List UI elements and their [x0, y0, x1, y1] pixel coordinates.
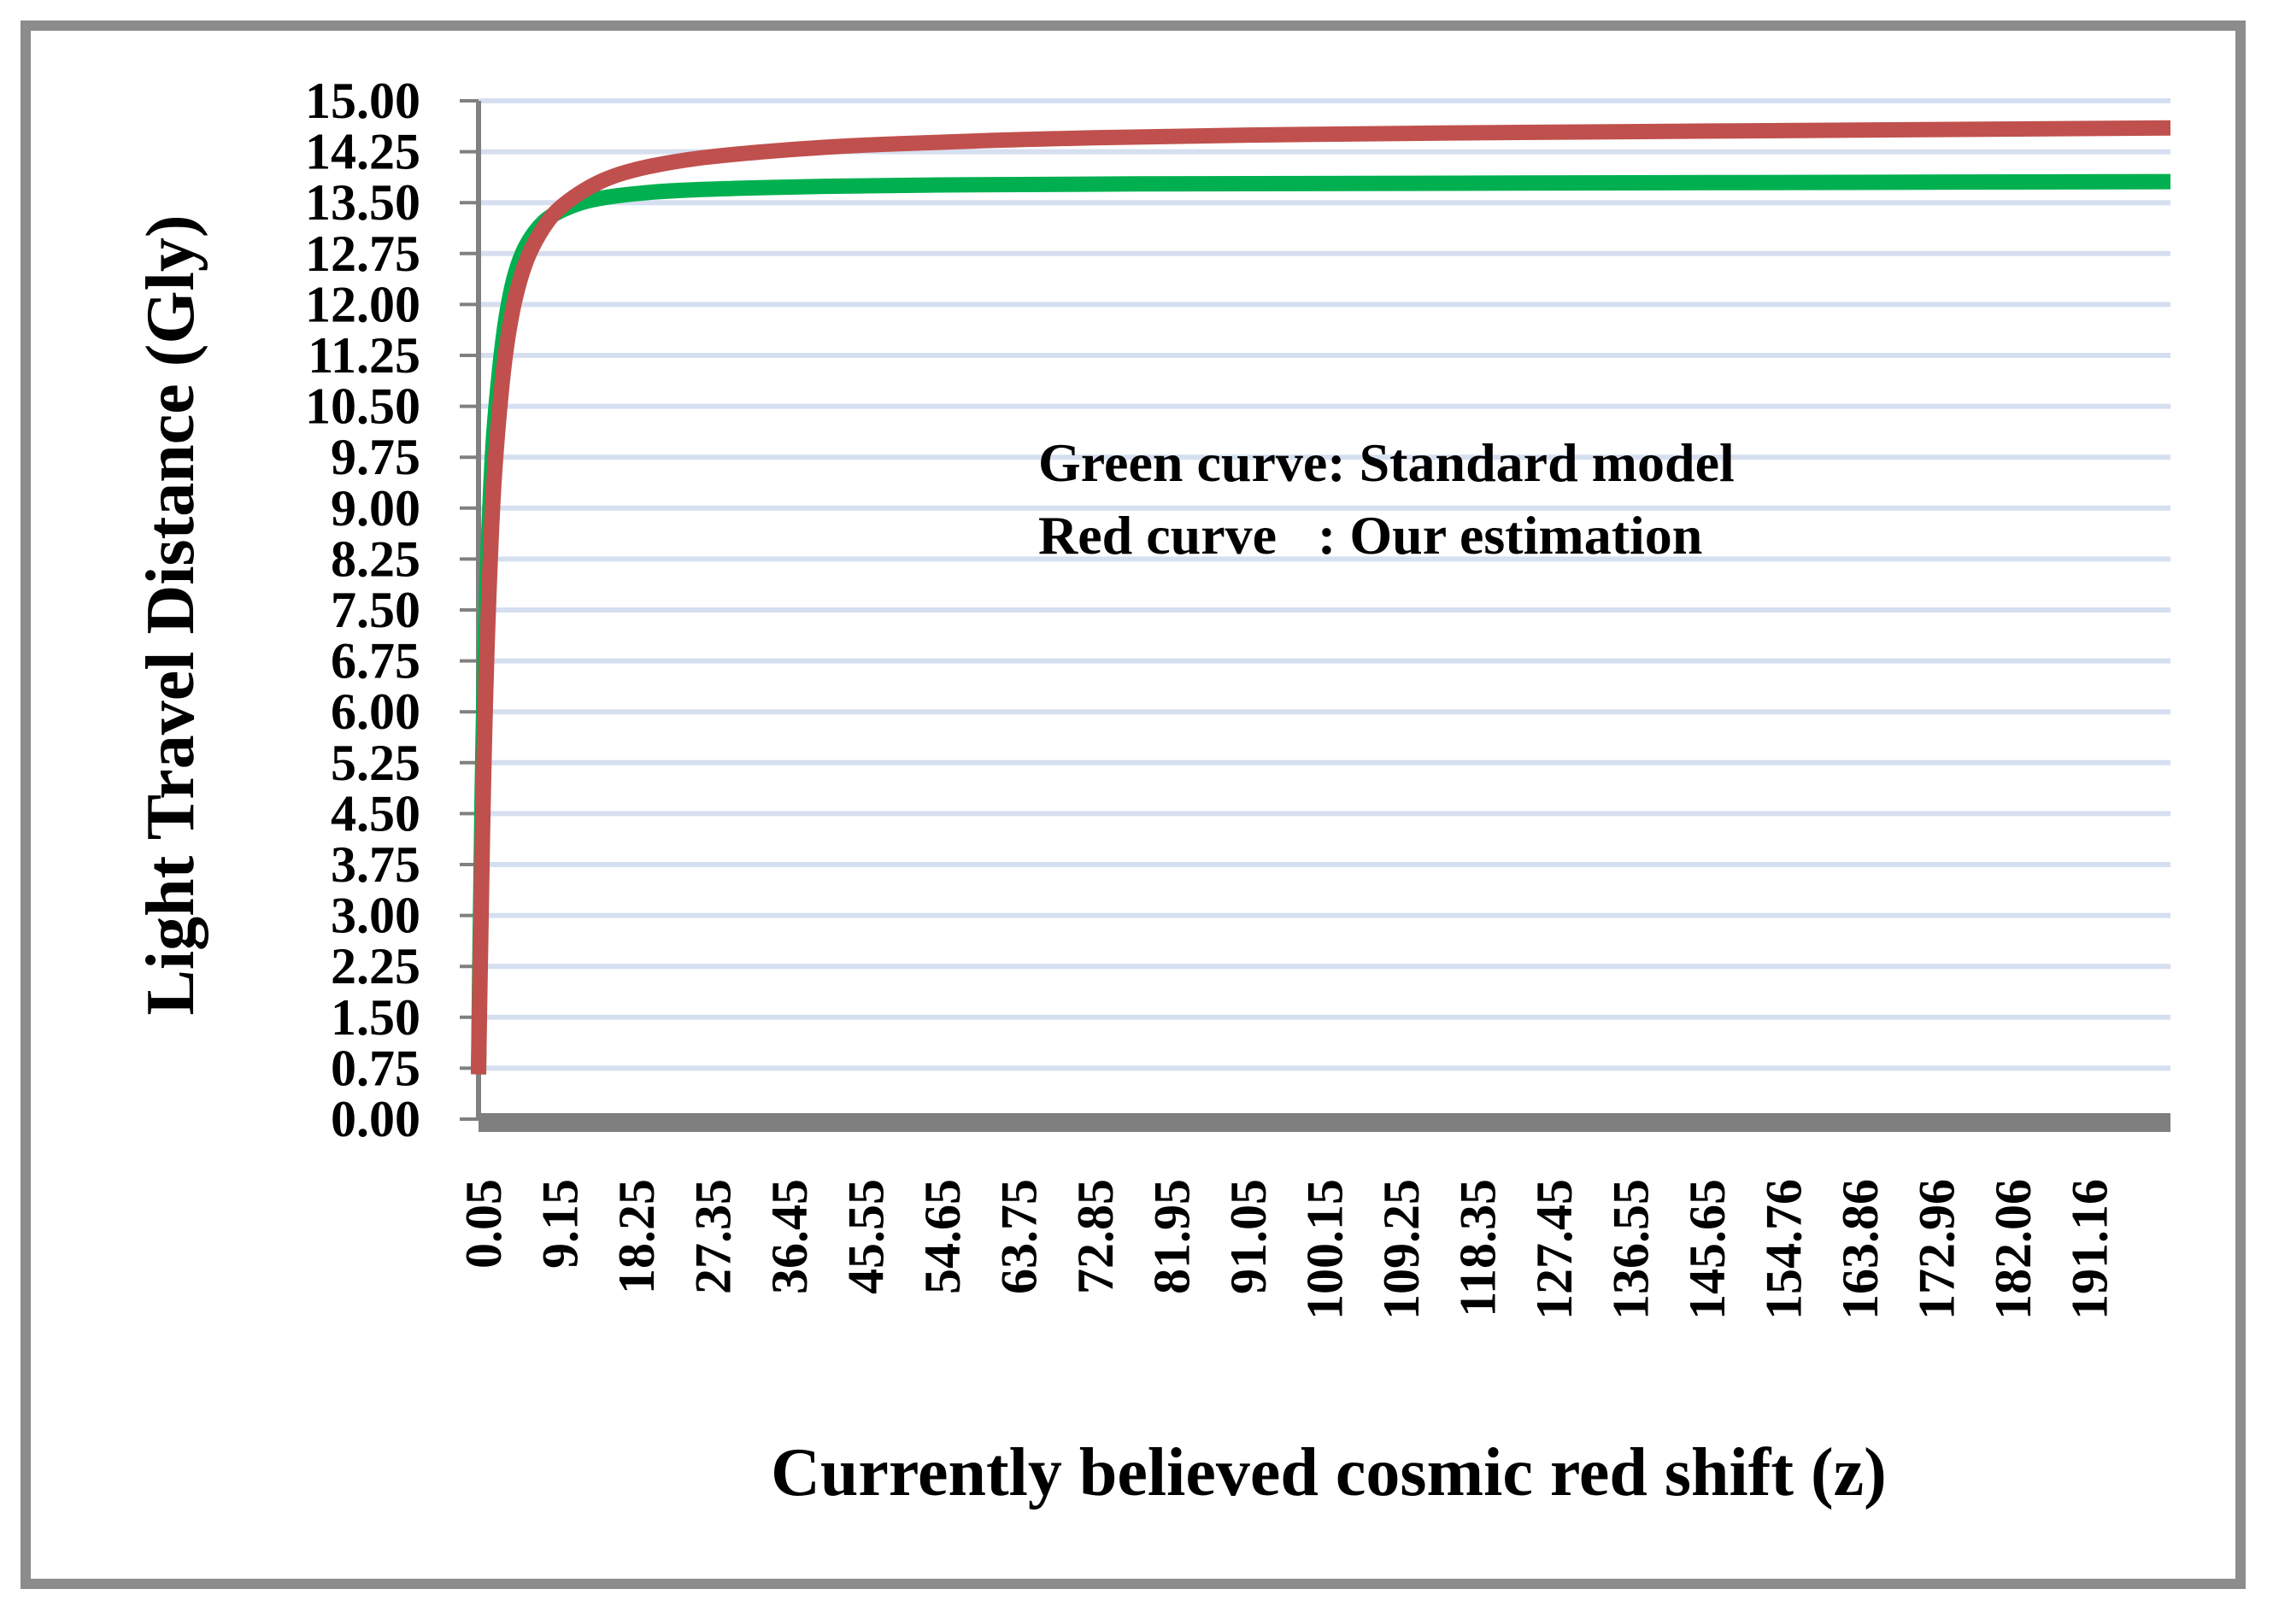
y-tick-label: 13.50: [305, 174, 420, 231]
x-tick-label: 182.06: [1985, 1179, 2041, 1320]
y-tick-label: 6.00: [331, 683, 420, 740]
x-tick-label: 9.15: [532, 1179, 589, 1269]
grid-lines: [479, 98, 2170, 1071]
chart-frame: [21, 21, 2246, 1589]
x-tick-label: 63.75: [991, 1179, 1048, 1294]
y-tick-label: 9.00: [331, 480, 420, 536]
annotation-our-estimation: Red curve : Our estimation: [1038, 505, 1702, 566]
y-tick-label: 3.75: [331, 836, 420, 893]
x-tick-label: 27.35: [685, 1179, 742, 1294]
y-tick-label: 12.00: [305, 276, 420, 332]
x-tick-label: 154.76: [1756, 1179, 1812, 1320]
annotation-standard-model: Green curve: Standard model: [1038, 432, 1735, 493]
y-tick-label: 12.75: [305, 226, 420, 282]
y-tick-label: 11.25: [308, 327, 420, 384]
green-series-line: [471, 173, 2171, 1075]
x-tick-label: 191.16: [2062, 1179, 2118, 1320]
x-tick-label: 163.86: [1832, 1179, 1888, 1320]
y-tick-label: 4.50: [331, 785, 420, 841]
y-tick-label: 9.75: [331, 429, 420, 485]
x-tick-label: 81.95: [1144, 1179, 1201, 1294]
x-tick-labels: 0.05 9.15 18.25 27.35 36.45 45.55 54.65 63.75 72…: [455, 1179, 2118, 1320]
y-tick-label: 15.00: [305, 73, 420, 129]
y-tick-label: 1.50: [331, 989, 420, 1046]
x-tick-label: 136.55: [1603, 1179, 1659, 1320]
y-tick-label: 7.50: [331, 582, 420, 638]
x-tick-label: 0.05: [455, 1179, 512, 1269]
x-tick-label: 100.15: [1297, 1179, 1354, 1320]
x-tick-label: 145.65: [1679, 1179, 1736, 1320]
x-tick-label: 54.65: [914, 1179, 971, 1294]
y-tick-label: 0.00: [331, 1091, 420, 1147]
x-tick-label: 18.25: [608, 1179, 665, 1294]
y-axis-title: Light Travel Distance (Gly): [133, 215, 209, 1016]
x-tick-label: 172.96: [1909, 1179, 1965, 1320]
y-tick-label: 10.50: [305, 378, 420, 435]
data-series: [471, 120, 2171, 1075]
x-tick-label: 91.05: [1220, 1179, 1277, 1294]
x-axis-title: Currently believed cosmic red shift (z): [771, 1435, 1887, 1510]
y-tick-label: 0.75: [331, 1040, 420, 1096]
y-tick-label: 8.25: [331, 531, 420, 587]
x-tick-label: 72.85: [1067, 1179, 1124, 1294]
x-tick-label: 45.55: [838, 1179, 895, 1294]
y-tick-label: 2.25: [331, 938, 420, 994]
y-tick-label: 3.00: [331, 888, 420, 944]
red-series-line: [471, 120, 2171, 1075]
y-tick-label: 6.75: [331, 633, 420, 689]
x-tick-label: 118.35: [1450, 1179, 1507, 1317]
x-tick-label: 127.45: [1526, 1179, 1583, 1320]
y-tick-labels: 0.000.751.502.253.003.754.505.256.006.75…: [305, 73, 479, 1147]
x-tick-label: 109.25: [1373, 1179, 1430, 1320]
x-tick-label: 36.45: [761, 1179, 818, 1294]
y-tick-label: 5.25: [331, 735, 420, 791]
y-tick-label: 14.25: [305, 124, 420, 180]
